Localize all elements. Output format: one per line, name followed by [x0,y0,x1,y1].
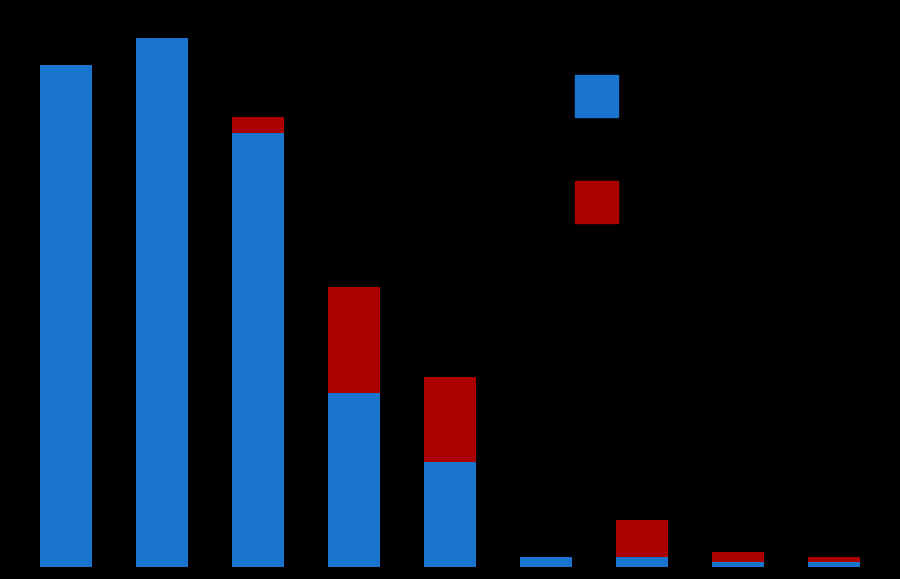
Bar [231,133,284,567]
Bar [616,557,669,567]
Bar [519,557,572,567]
Bar [575,181,618,223]
Bar [616,520,669,557]
Bar [328,393,381,567]
Bar [712,552,764,562]
Bar [424,377,476,461]
Bar [712,562,764,567]
Bar [136,38,188,567]
Bar [40,64,93,567]
Bar [807,557,860,562]
Bar [231,118,284,133]
Bar [328,287,381,393]
Bar [575,75,618,118]
Bar [807,562,860,567]
Bar [424,461,476,567]
